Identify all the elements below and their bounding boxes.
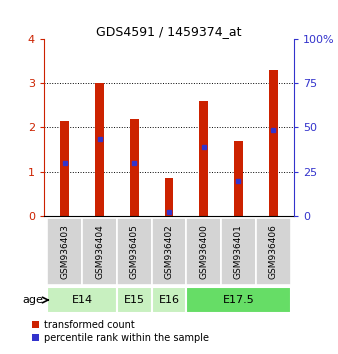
Bar (269, 70, 277, 216)
Legend: transformed count, percentile rank within the sample: transformed count, percentile rank withi… (32, 320, 209, 343)
Bar (199, 101, 208, 216)
Text: age: age (22, 295, 43, 305)
Bar (221, 218, 256, 285)
Bar (47, 287, 117, 313)
Bar (165, 178, 173, 216)
Bar (186, 218, 221, 285)
Text: GSM936406: GSM936406 (269, 224, 278, 279)
Bar (47, 218, 82, 285)
Bar (117, 218, 152, 285)
Bar (256, 218, 291, 285)
Text: E14: E14 (72, 295, 93, 305)
Bar (186, 287, 291, 313)
Bar (130, 119, 139, 216)
Text: GSM936403: GSM936403 (60, 224, 69, 279)
Text: E16: E16 (159, 295, 179, 305)
Bar (82, 218, 117, 285)
Bar (95, 83, 104, 216)
Bar (152, 287, 186, 313)
Title: GDS4591 / 1459374_at: GDS4591 / 1459374_at (96, 25, 242, 38)
Text: E15: E15 (124, 295, 145, 305)
Text: GSM936402: GSM936402 (165, 224, 173, 279)
Text: GSM936405: GSM936405 (130, 224, 139, 279)
Bar (234, 141, 243, 216)
Bar (61, 121, 69, 216)
Text: GSM936401: GSM936401 (234, 224, 243, 279)
Text: E17.5: E17.5 (223, 295, 255, 305)
Text: GSM936404: GSM936404 (95, 224, 104, 279)
Bar (152, 218, 186, 285)
Text: GSM936400: GSM936400 (199, 224, 208, 279)
Bar (117, 287, 152, 313)
